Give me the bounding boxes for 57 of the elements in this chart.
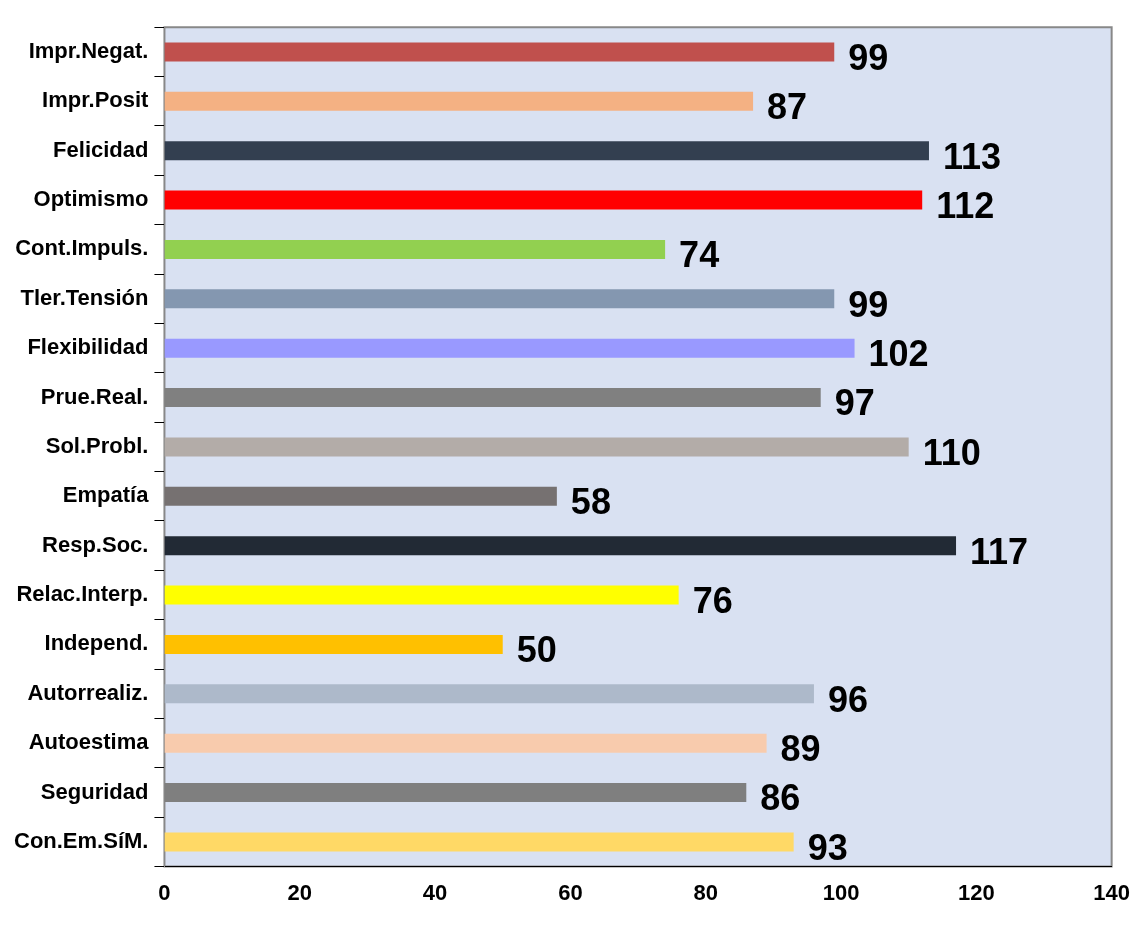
- bar: [164, 91, 754, 111]
- y-tick-label: Autorrealiz.: [27, 679, 149, 705]
- x-tick-label: 0: [158, 879, 171, 905]
- bar: [164, 733, 767, 753]
- y-tick-label: Relac.Interp.: [16, 581, 149, 607]
- y-tick-label: Con.Em.SíM.: [14, 827, 149, 853]
- y-tick-label: Sol.Probl.: [45, 432, 149, 458]
- x-tick-label: 40: [422, 879, 448, 905]
- y-tick-label: Impr.Negat.: [28, 37, 149, 63]
- y-tick-label: Seguridad: [40, 778, 149, 804]
- y-tick-label: Impr.Posit: [42, 87, 150, 113]
- bar: [164, 338, 855, 358]
- data-label: 74: [679, 234, 720, 276]
- data-label: 58: [570, 481, 611, 523]
- x-tick-label: 100: [822, 879, 860, 905]
- x-tick-label: 140: [1093, 879, 1131, 905]
- y-tick-label: Flexibilidad: [27, 334, 149, 360]
- bar: [164, 832, 794, 852]
- bar: [164, 289, 835, 309]
- bar: [164, 486, 557, 506]
- y-tick-label: Independ.: [44, 630, 149, 656]
- bar: [164, 42, 835, 62]
- data-label: 76: [692, 579, 733, 621]
- bar: [164, 190, 923, 210]
- data-label: 96: [827, 678, 868, 720]
- data-label: 97: [834, 382, 875, 424]
- x-tick-label: 60: [558, 879, 583, 905]
- bar: [164, 585, 679, 605]
- data-label: 113: [942, 135, 1002, 177]
- data-label: 99: [848, 283, 889, 325]
- x-tick-label: 20: [287, 879, 313, 905]
- y-tick-label: Felicidad: [53, 136, 149, 162]
- bar: [164, 634, 503, 654]
- data-label: 112: [936, 184, 995, 226]
- bar: [164, 684, 814, 704]
- data-label: 89: [780, 728, 821, 770]
- data-label: 117: [970, 530, 1029, 572]
- data-label: 50: [516, 629, 557, 671]
- data-label: 99: [848, 36, 889, 78]
- bar: [164, 536, 957, 556]
- data-label: 87: [767, 86, 808, 128]
- x-tick-label: 120: [957, 879, 995, 905]
- data-label: 110: [922, 431, 981, 473]
- y-tick-label: Empatía: [62, 482, 150, 508]
- x-tick-label: 80: [693, 879, 718, 905]
- bar: [164, 141, 929, 161]
- data-label: 93: [807, 826, 848, 868]
- bar: [164, 437, 909, 457]
- data-label: 102: [868, 333, 929, 375]
- bar: [164, 239, 666, 259]
- data-label: 86: [760, 777, 801, 819]
- y-tick-label: Prue.Real.: [40, 383, 149, 409]
- y-tick-label: Resp.Soc.: [42, 531, 149, 557]
- y-tick-label: Optimismo: [33, 186, 149, 212]
- y-tick-label: Tler.Tensión: [20, 284, 149, 310]
- y-tick-label: Autoestima: [28, 729, 150, 755]
- y-tick-label: Cont.Impuls.: [15, 235, 149, 261]
